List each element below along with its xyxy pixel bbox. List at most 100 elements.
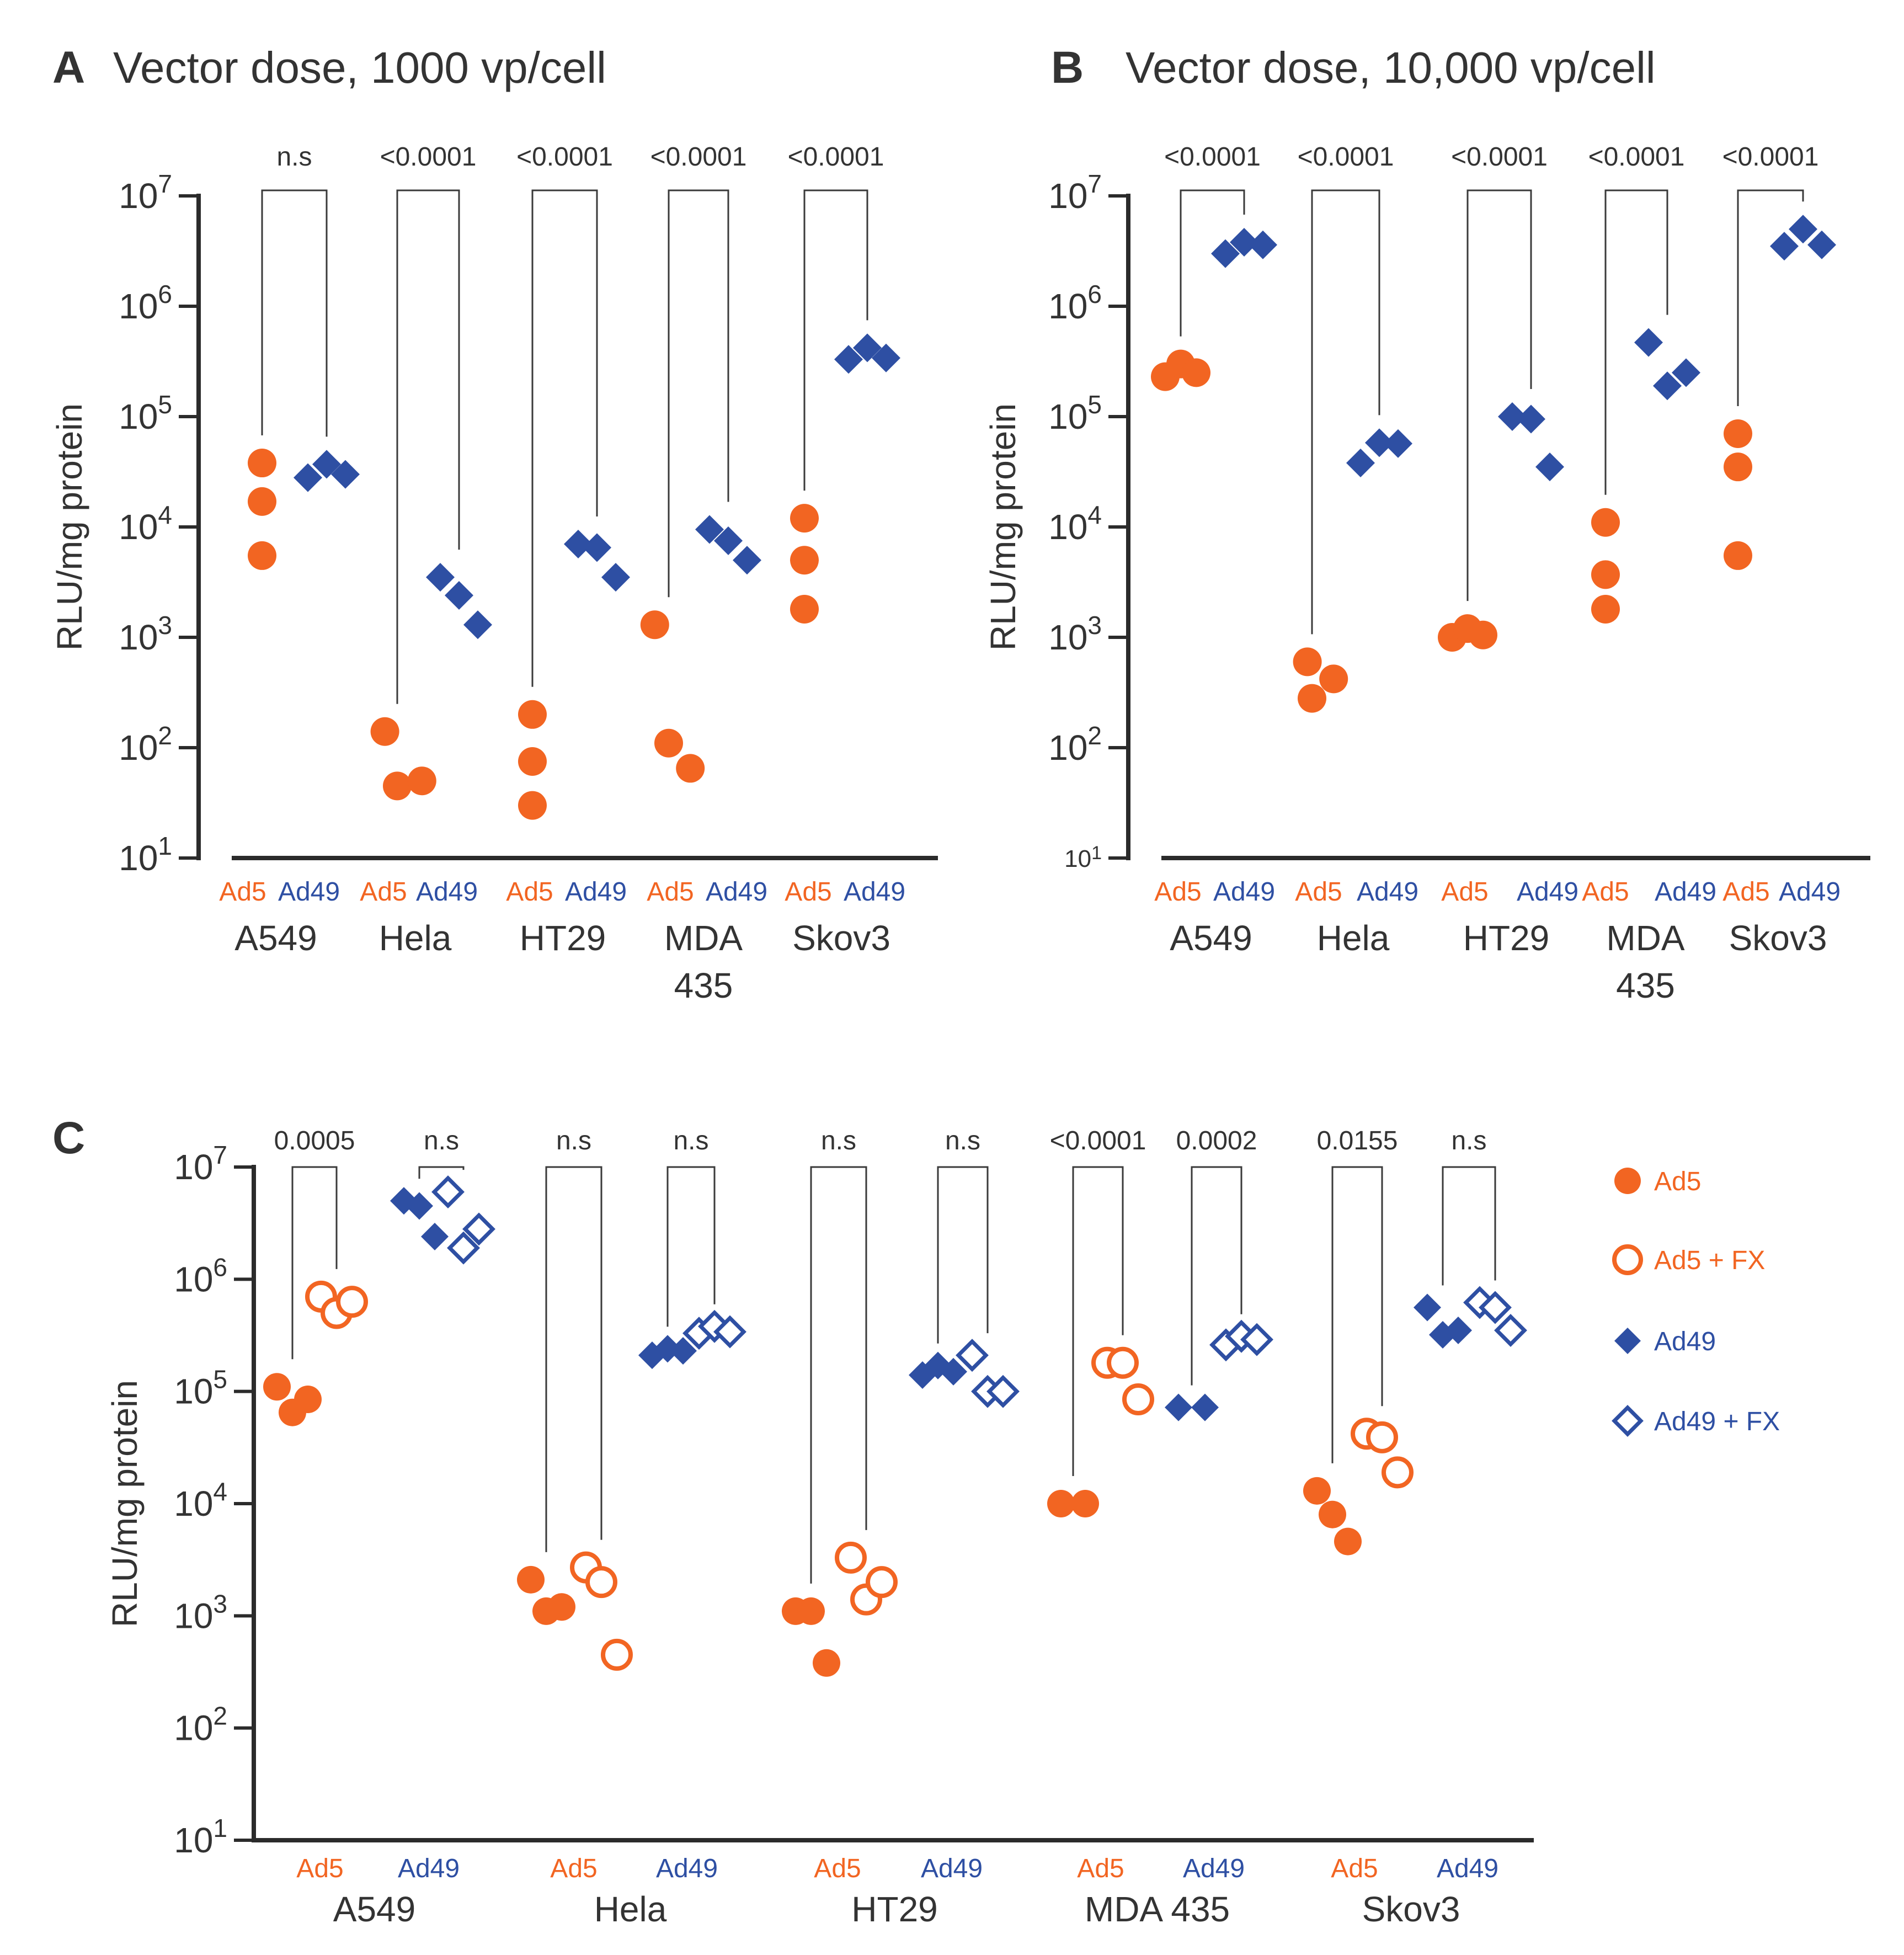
legend-marker <box>1612 1405 1644 1437</box>
ad5-point <box>248 449 276 478</box>
ad49-point <box>1414 1293 1441 1322</box>
significance-3-bracket <box>1604 189 1668 495</box>
y-tick-label: 103 <box>119 611 172 657</box>
ad5-point <box>1182 358 1210 387</box>
cell-line-label: MDA 435 <box>1085 1889 1230 1929</box>
y-tick-label: 104 <box>174 1477 227 1523</box>
panel-title: Vector dose, 1000 vp/cell <box>113 43 606 92</box>
significance-ad5-4-label: 0.0155 <box>1317 1126 1398 1155</box>
y-tick-label: 107 <box>174 1141 227 1187</box>
group-label-ad5: Ad5 <box>1077 1854 1124 1883</box>
group-label-ad5: Ad5 <box>296 1854 343 1883</box>
legend-item-1: Ad5 + FX <box>1612 1244 1765 1275</box>
significance-ad5-1-bracket <box>545 1166 602 1552</box>
ad49-point <box>331 460 360 489</box>
ad5-point <box>1591 594 1620 624</box>
y-tick-label: 105 <box>1048 390 1102 436</box>
ad5-point <box>1071 1490 1099 1517</box>
ad49-point <box>834 345 863 374</box>
significance-1-label: <0.0001 <box>1298 142 1394 172</box>
ad49-point <box>1249 230 1277 259</box>
cell-line-label: HT29 <box>1463 918 1550 958</box>
significance-ad49-2-label: n.s <box>945 1126 980 1155</box>
group-label-ad49: Ad49 <box>844 877 905 907</box>
significance-4-bracket <box>1737 189 1804 406</box>
group-label-ad5: Ad5 <box>647 877 694 907</box>
group-label-ad49: Ad49 <box>1183 1854 1245 1883</box>
y-tick-label: 103 <box>1048 611 1102 657</box>
y-tick-label: 104 <box>1048 500 1102 547</box>
ad5-point <box>383 771 412 801</box>
group-label-ad5: Ad5 <box>550 1854 597 1883</box>
group-label-ad5: Ad5 <box>1441 877 1488 907</box>
group-label-ad5: Ad5 <box>785 877 831 907</box>
cell-group-1 <box>370 563 492 801</box>
group-label-ad49: Ad49 <box>1437 1854 1498 1883</box>
group-label-ad5: Ad5 <box>1295 877 1342 907</box>
cell-group-3 <box>1047 1319 1273 1517</box>
significance-ad49-4-bracket <box>1442 1166 1496 1286</box>
legend-item-2: Ad49 <box>1614 1327 1716 1356</box>
y-tick-label: 102 <box>174 1702 227 1748</box>
cell-group-4 <box>1724 215 1836 570</box>
ad49-point <box>1498 402 1527 431</box>
significance-1-bracket <box>396 189 460 704</box>
cell-group-3 <box>640 515 761 783</box>
ad49-fx-point <box>1479 1291 1512 1324</box>
group-label-ad49: Ad49 <box>1517 877 1578 907</box>
ad5-point <box>676 754 705 783</box>
panel-letter-B: B <box>1051 42 1084 93</box>
ad49-point <box>1517 404 1545 434</box>
ad49-point <box>1211 239 1240 268</box>
ad49-point <box>1672 358 1700 387</box>
y-tick-label: 107 <box>1048 169 1102 216</box>
group-label-ad49: Ad49 <box>278 877 340 907</box>
ad49-fx-point <box>1240 1323 1273 1356</box>
ad49-point <box>1191 1393 1219 1421</box>
significance-3-label: <0.0001 <box>650 142 747 172</box>
y-tick-label: 101 <box>119 832 172 878</box>
panel-title: Vector dose, 10,000 vp/cell <box>1126 43 1656 92</box>
cell-line-label: Skov3 <box>792 918 890 958</box>
ad49-point <box>714 526 743 555</box>
cell-line-label: Hela <box>1317 918 1390 958</box>
ad49-point <box>1535 452 1564 482</box>
cell-line-label: HT29 <box>520 918 606 958</box>
cell-line-label: HT29 <box>851 1889 938 1929</box>
ad49-point <box>1789 215 1817 244</box>
ad5-fx-point <box>835 1541 867 1574</box>
ad49-point <box>312 450 341 479</box>
ad5-point <box>1724 541 1752 570</box>
group-label-ad49: Ad49 <box>398 1854 460 1883</box>
ad49-point <box>853 333 882 363</box>
ad49-point <box>1770 232 1799 261</box>
significance-2-bracket <box>531 189 598 687</box>
group-label-ad5: Ad5 <box>360 877 407 907</box>
significance-2-bracket <box>1466 189 1532 601</box>
y-tick-label: 103 <box>174 1589 227 1636</box>
ad5-point <box>1319 664 1348 694</box>
ad5-point <box>1591 560 1620 589</box>
ad49-fx-point <box>713 1315 746 1349</box>
y-tick-label: 107 <box>119 169 172 216</box>
ad49-point <box>1634 328 1663 357</box>
y-tick-label: 106 <box>119 280 172 326</box>
y-tick-label: 101 <box>174 1814 227 1860</box>
significance-ad5-0-bracket <box>291 1166 338 1360</box>
significance-ad49-0-label: n.s <box>424 1126 459 1155</box>
cell-line-label: Skov3 <box>1729 918 1827 958</box>
ad5-fx-point <box>336 1286 368 1318</box>
ad5-point <box>813 1649 840 1677</box>
ad49-fx-point <box>462 1212 495 1246</box>
group-label-ad49: Ad49 <box>1655 877 1716 907</box>
significance-ad49-0-bracket <box>418 1166 465 1179</box>
y-tick-label: 104 <box>119 500 172 547</box>
legend-marker <box>1612 1244 1643 1275</box>
significance-0-label: n.s <box>276 142 312 172</box>
group-label-ad49: Ad49 <box>921 1854 983 1883</box>
ad5-point <box>1724 419 1752 448</box>
ad5-fx-point <box>1366 1421 1398 1453</box>
ad49-point <box>695 515 724 544</box>
legend-label: Ad49 <box>1654 1327 1716 1356</box>
panel-letter-C: C <box>52 1113 85 1163</box>
